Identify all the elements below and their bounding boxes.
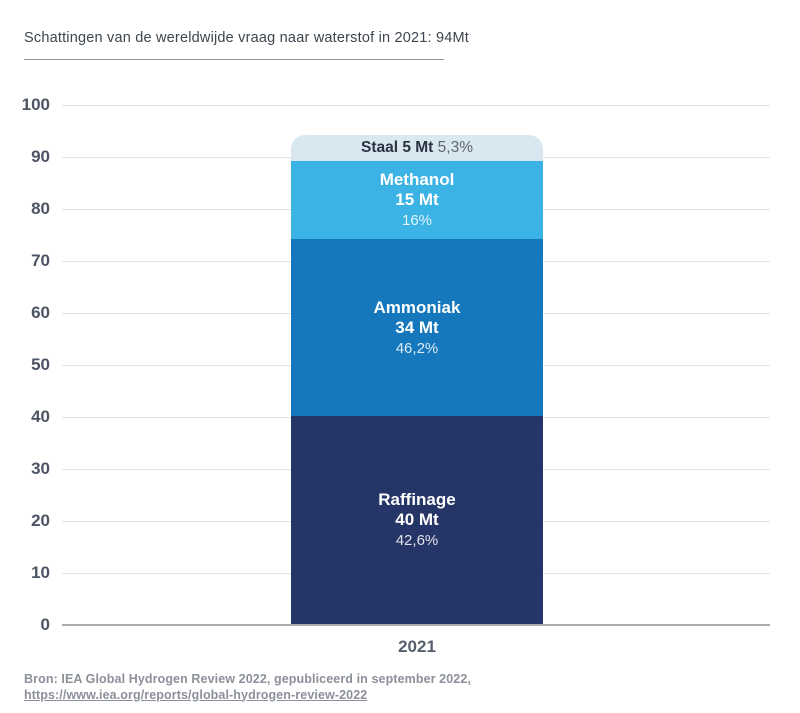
chart-title: Schattingen van de wereldwijde vraag naa… — [24, 30, 470, 46]
y-tick-label-100: 100 — [21, 95, 50, 114]
plot-area: Staal 5 Mt 5,3% Methanol 15 Mt 16% Ammoniak 3… — [62, 105, 770, 626]
gridline-100 — [62, 105, 770, 106]
segment-percent: 5,3% — [437, 139, 473, 157]
source-text: Bron: IEA Global Hydrogen Review 2022, g… — [24, 672, 471, 686]
y-tick-label-90: 90 — [31, 147, 50, 166]
segment-amount: 40 Mt — [395, 510, 439, 529]
bar-segment-ammoniak: Ammoniak 34 Mt 46,2% — [291, 239, 543, 416]
bar-segment-staal: Staal 5 Mt 5,3% — [291, 135, 543, 162]
segment-percent: 46,2% — [395, 339, 439, 357]
segment-name: Staal 5 Mt — [360, 139, 438, 157]
bar-segment-raffinage: Raffinage 40 Mt 42,6% — [291, 416, 543, 624]
y-tick-label-60: 60 — [31, 303, 50, 322]
y-tick-label-80: 80 — [31, 199, 50, 218]
segment-percent: 16% — [401, 212, 433, 230]
segment-amount: 34 Mt — [395, 317, 439, 337]
x-axis-label-2021: 2021 — [398, 637, 436, 656]
segment-name: Ammoniak — [373, 297, 461, 317]
segment-percent: 42,6% — [395, 532, 439, 549]
title-underline — [24, 59, 444, 60]
segment-amount: 15 Mt — [395, 190, 439, 210]
y-tick-label-0: 0 — [40, 615, 50, 634]
segment-label-inline: Staal 5 Mt 5,3% — [361, 139, 473, 157]
y-tick-label-70: 70 — [31, 251, 50, 270]
y-tick-label-30: 30 — [31, 459, 50, 478]
y-tick-label-50: 50 — [31, 355, 50, 374]
y-axis: 0 10 20 30 40 50 60 70 80 90 100 — [0, 95, 50, 634]
gridline-0 — [62, 624, 770, 626]
segment-name: Raffinage — [378, 490, 456, 509]
y-tick-label-40: 40 — [31, 407, 50, 426]
segment-name: Methanol — [379, 170, 455, 190]
y-tick-label-10: 10 — [31, 563, 50, 582]
source-link[interactable]: https://www.iea.org/reports/global-hydro… — [24, 687, 368, 702]
stacked-bar-2021: Staal 5 Mt 5,3% Methanol 15 Mt 16% Ammoniak 3… — [291, 135, 543, 624]
y-tick-label-20: 20 — [31, 511, 50, 530]
source-note: Bron: IEA Global Hydrogen Review 2022, g… — [24, 672, 764, 703]
bar-segment-methanol: Methanol 15 Mt 16% — [291, 161, 543, 240]
